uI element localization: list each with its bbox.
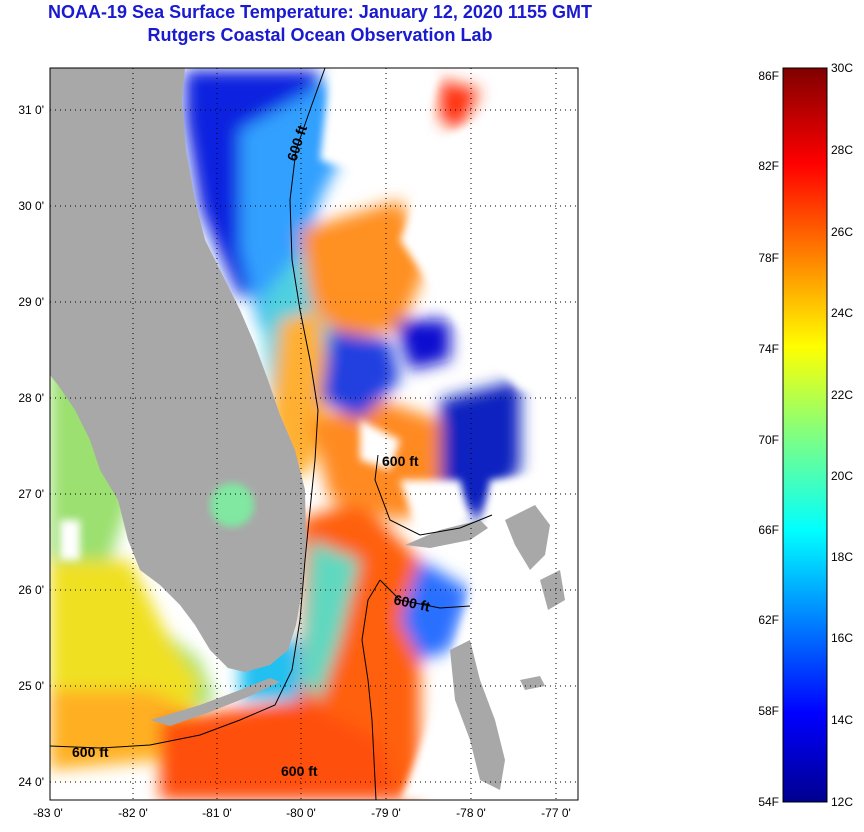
lake-okeechobee: [210, 483, 254, 527]
svg-text:30C: 30C: [831, 61, 853, 75]
svg-text:22C: 22C: [831, 388, 853, 402]
svg-text:-80 0': -80 0': [286, 806, 316, 820]
celsius-labels: 30C 28C 26C 24C 22C 20C 18C 16C 14C 12C: [831, 61, 853, 809]
contour-label: 600 ft: [281, 763, 318, 779]
depth-contour-600ft: [50, 68, 493, 800]
svg-text:14C: 14C: [831, 713, 853, 727]
svg-text:62F: 62F: [758, 613, 779, 627]
contour-label: 600 ft: [392, 591, 431, 614]
svg-text:-77 0': -77 0': [541, 806, 571, 820]
contour-label: 600 ft: [72, 744, 109, 760]
contour-label: 600 ft: [382, 453, 419, 469]
svg-text:86F: 86F: [758, 69, 779, 83]
svg-text:18C: 18C: [831, 550, 853, 564]
svg-text:12C: 12C: [831, 795, 853, 809]
svg-text:24 0': 24 0': [18, 775, 44, 789]
map-subtitle: Rutgers Coastal Ocean Observation Lab: [147, 25, 493, 45]
map-title: NOAA-19 Sea Surface Temperature: January…: [48, 2, 592, 22]
svg-text:-83 0': -83 0': [33, 806, 63, 820]
svg-text:26 0': 26 0': [18, 583, 44, 597]
svg-text:30 0': 30 0': [18, 199, 44, 213]
svg-text:25 0': 25 0': [18, 679, 44, 693]
longitude-ticks: -83 0' -82 0' -81 0' -80 0' -79 0' -78 0…: [33, 806, 571, 820]
svg-text:58F: 58F: [758, 704, 779, 718]
svg-text:28 0': 28 0': [18, 391, 44, 405]
svg-text:66F: 66F: [758, 523, 779, 537]
svg-text:28C: 28C: [831, 143, 853, 157]
fahrenheit-labels: 86F 82F 78F 74F 70F 66F 62F 58F 54F: [758, 69, 779, 809]
svg-text:-81 0': -81 0': [202, 806, 232, 820]
svg-text:26C: 26C: [831, 225, 853, 239]
svg-text:31 0': 31 0': [18, 103, 44, 117]
svg-text:-82 0': -82 0': [118, 806, 148, 820]
svg-text:27 0': 27 0': [18, 487, 44, 501]
svg-text:54F: 54F: [758, 795, 779, 809]
svg-text:-79 0': -79 0': [371, 806, 401, 820]
latitude-ticks: 31 0' 30 0' 29 0' 28 0' 27 0' 26 0' 25 0…: [18, 103, 44, 789]
svg-text:29 0': 29 0': [18, 295, 44, 309]
svg-text:70F: 70F: [758, 433, 779, 447]
svg-text:24C: 24C: [831, 306, 853, 320]
svg-text:74F: 74F: [758, 342, 779, 356]
graticule: [50, 68, 578, 800]
svg-text:78F: 78F: [758, 251, 779, 265]
svg-text:20C: 20C: [831, 469, 853, 483]
temperature-field: [50, 70, 578, 800]
svg-text:16C: 16C: [831, 631, 853, 645]
map-border: [49, 67, 579, 801]
svg-text:82F: 82F: [758, 159, 779, 173]
color-bar: 86F 82F 78F 74F 70F 66F 62F 58F 54F 30C …: [758, 61, 853, 809]
svg-text:-78 0': -78 0': [456, 806, 486, 820]
